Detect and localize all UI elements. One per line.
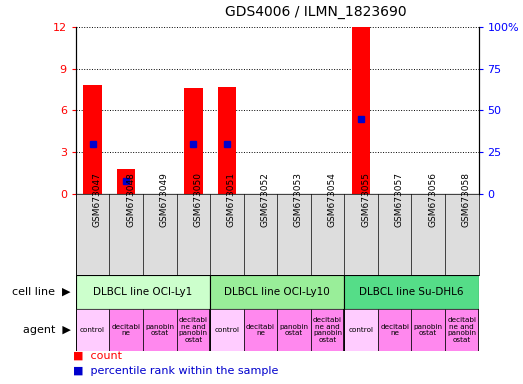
Bar <box>344 275 479 309</box>
Bar <box>277 309 311 351</box>
Text: GSM673049: GSM673049 <box>160 172 169 227</box>
Text: GDS4006 / ILMN_1823690: GDS4006 / ILMN_1823690 <box>225 5 406 19</box>
Bar <box>412 309 445 351</box>
Text: GSM673047: GSM673047 <box>93 172 101 227</box>
Text: ■  count: ■ count <box>73 350 122 360</box>
Bar <box>344 309 378 351</box>
Text: GSM673054: GSM673054 <box>327 172 336 227</box>
Bar <box>244 309 277 351</box>
Text: decitabi
ne and
panobin
ostat: decitabi ne and panobin ostat <box>447 318 476 343</box>
Bar <box>352 27 370 194</box>
Text: cell line  ▶: cell line ▶ <box>12 287 71 297</box>
Text: decitabi
ne: decitabi ne <box>112 324 141 336</box>
Bar <box>311 309 344 351</box>
Bar <box>76 275 210 309</box>
Bar <box>210 309 244 351</box>
Text: decitabi
ne: decitabi ne <box>380 324 409 336</box>
Bar <box>218 87 236 194</box>
Text: panobin
ostat: panobin ostat <box>145 324 174 336</box>
Bar <box>143 309 176 351</box>
Text: DLBCL line OCI-Ly10: DLBCL line OCI-Ly10 <box>224 287 330 297</box>
Text: decitabi
ne and
panobin
ostat: decitabi ne and panobin ostat <box>179 318 208 343</box>
Text: decitabi
ne and
panobin
ostat: decitabi ne and panobin ostat <box>313 318 342 343</box>
Text: GSM673057: GSM673057 <box>395 172 404 227</box>
Bar <box>83 85 102 194</box>
Text: GSM673058: GSM673058 <box>462 172 471 227</box>
Text: GSM673051: GSM673051 <box>227 172 236 227</box>
Text: ■  percentile rank within the sample: ■ percentile rank within the sample <box>73 366 279 376</box>
Text: GSM673053: GSM673053 <box>294 172 303 227</box>
Text: panobin
ostat: panobin ostat <box>414 324 442 336</box>
Text: GSM673050: GSM673050 <box>194 172 202 227</box>
Text: DLBCL line Su-DHL6: DLBCL line Su-DHL6 <box>359 287 464 297</box>
Text: control: control <box>214 327 240 333</box>
Bar <box>445 309 479 351</box>
Text: panobin
ostat: panobin ostat <box>279 324 309 336</box>
Bar <box>184 88 202 194</box>
Text: control: control <box>80 327 105 333</box>
Bar <box>109 309 143 351</box>
Bar <box>176 309 210 351</box>
Bar <box>378 309 412 351</box>
Bar <box>210 275 344 309</box>
Text: GSM673052: GSM673052 <box>260 172 269 227</box>
Bar <box>76 309 109 351</box>
Text: GSM673048: GSM673048 <box>126 172 135 227</box>
Text: GSM673056: GSM673056 <box>428 172 437 227</box>
Bar <box>117 169 135 194</box>
Text: agent  ▶: agent ▶ <box>22 325 71 335</box>
Text: decitabi
ne: decitabi ne <box>246 324 275 336</box>
Text: GSM673055: GSM673055 <box>361 172 370 227</box>
Text: control: control <box>349 327 373 333</box>
Text: DLBCL line OCI-Ly1: DLBCL line OCI-Ly1 <box>93 287 192 297</box>
